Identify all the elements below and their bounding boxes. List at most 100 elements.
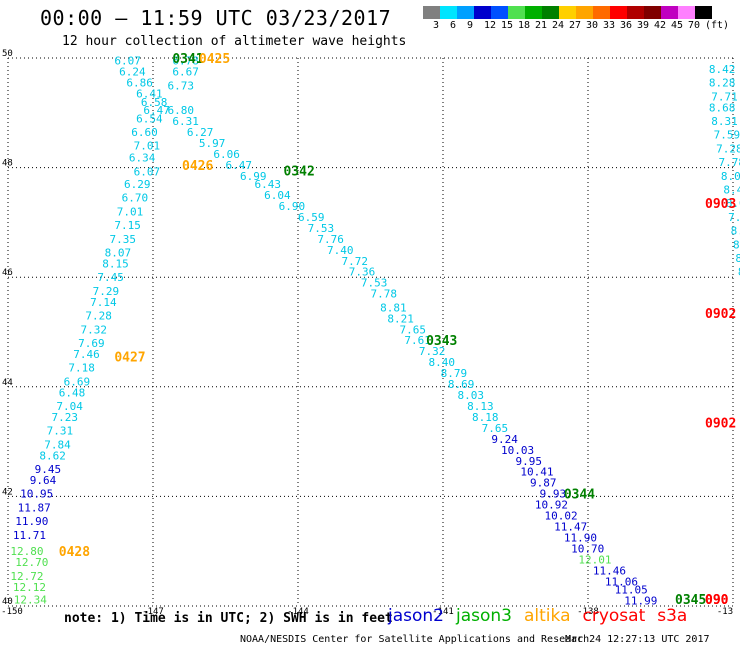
color-swatch (661, 6, 678, 19)
wave-height-value: 9.93 (540, 488, 567, 501)
pass-time-label: 090 (705, 593, 729, 608)
wave-height-value: 6.34 (129, 152, 156, 165)
wave-height-value: 7.45 (97, 271, 124, 284)
wave-height-value: 10.41 (520, 466, 553, 479)
color-scale-label: 6 (450, 20, 457, 31)
x-tick-label: -147 (142, 607, 164, 617)
wave-height-value: 11.05 (615, 584, 648, 597)
x-tick-label: -150 (1, 607, 23, 617)
color-swatch (610, 6, 627, 19)
wave-height-value: 7.28 (716, 142, 740, 155)
wave-height-value: 7.59 (714, 129, 740, 142)
color-scale-label: 45 (671, 20, 684, 31)
wave-height-value: 10.92 (535, 499, 568, 512)
wave-height-value: 7.28 (85, 310, 112, 323)
y-tick-label: 48 (2, 159, 13, 169)
color-swatch (678, 6, 695, 19)
wave-height-value: 6.47 (226, 159, 253, 172)
satellite-legend: jason2 jason3 altika cryosat s3a (388, 606, 699, 626)
color-scale-label: 70 (688, 20, 701, 31)
wave-height-value: 7.65 (400, 323, 427, 336)
wave-height-value: 8.07 (105, 247, 131, 260)
axes: -150 -147 -144 -141 -138 -13 40 42 44 46 48 50 (1, 49, 733, 617)
chart-title: 00:00 – 11:59 UTC 03/23/2017 (40, 6, 392, 30)
wave-height-value: 8.40 (429, 356, 456, 369)
wave-height-value: 6.80 (168, 104, 195, 117)
pass-time-label: 0903 (705, 197, 736, 212)
wave-height-value: 10.70 (571, 542, 604, 555)
wave-height-value: 11.71 (13, 529, 46, 542)
wave-height-value: 6.07 (134, 165, 161, 178)
wave-height-value: 10.03 (501, 444, 534, 457)
grid-lines (7, 57, 734, 607)
wave-height-value: 7.32 (81, 323, 108, 336)
wave-height-value: 7.35 (110, 233, 137, 246)
wave-height-value: 7.40 (327, 244, 354, 257)
wave-height-value: 8.50 (733, 238, 740, 251)
wave-height-value: 12.12 (13, 581, 46, 594)
wave-height-value: 6.41 (136, 88, 163, 101)
wave-height-value: 10.95 (20, 488, 53, 501)
color-swatch (542, 6, 559, 19)
wave-height-value: 11.87 (18, 501, 51, 514)
color-swatch (491, 6, 508, 19)
wave-height-value: 11.47 (554, 521, 587, 534)
wave-height-value: 9.64 (30, 474, 57, 487)
pass-time-label: 0428 (59, 545, 90, 560)
wave-height-value: 8.01 (721, 170, 740, 183)
wave-height-value: 6.86 (126, 77, 152, 90)
wave-height-value: 8.21 (387, 312, 414, 325)
color-scale-label: 3 (433, 20, 440, 31)
wave-height-value: 6.48 (59, 386, 86, 399)
color-scale-label: 18 (518, 20, 531, 31)
color-swatch (423, 6, 440, 19)
wave-height-value: 6.70 (122, 192, 149, 205)
wave-height-value: 7.04 (56, 400, 83, 413)
wave-height-value: 7.23 (52, 411, 79, 424)
x-tick-label: -144 (287, 607, 309, 617)
wave-height-value: 7.01 (117, 205, 144, 218)
wave-height-value: 7.18 (68, 362, 95, 375)
color-swatch (508, 6, 525, 19)
wave-height-value: 12.01 (578, 553, 611, 566)
wave-height-value: 7.15 (114, 219, 141, 232)
color-swatch (576, 6, 593, 19)
wave-height-value: 11.99 (624, 595, 657, 608)
pass-time-label: 0345 (675, 593, 706, 608)
chart-subtitle: 12 hour collection of altimeter wave hei… (62, 34, 407, 49)
color-scale-label: 27 (569, 20, 582, 31)
wave-height-value: 7.78 (371, 288, 398, 301)
wave-height-value: 5.97 (199, 137, 226, 150)
pass-time-label: 0426 (182, 159, 213, 174)
wave-height-value: 6.43 (255, 178, 282, 191)
color-scale-bar (423, 6, 712, 19)
wave-height-value: 7.65 (482, 422, 509, 435)
color-scale-label: 39 (637, 20, 650, 31)
color-swatch (593, 6, 610, 19)
x-tick-label: -13 (717, 607, 733, 617)
wave-height-value: 7.01 (134, 140, 161, 153)
wave-height-value: 6.06 (213, 148, 240, 161)
satellite-legend-cryosat: cryosat (582, 606, 646, 626)
wave-height-value: 11.90 (564, 532, 597, 545)
wave-height-value: 6.58 (141, 96, 168, 109)
wave-height-value: 7.46 (73, 348, 100, 361)
wave-height-value: 6.60 (131, 126, 158, 139)
wave-height-value: 8.68 (709, 101, 736, 114)
wave-height-value: 10.02 (545, 510, 578, 523)
pass-time-label: 0341 (172, 52, 203, 67)
color-swatch (559, 6, 576, 19)
wave-height-value: 6.90 (279, 200, 306, 213)
y-tick-label: 46 (2, 268, 13, 278)
pass-time-label: 0425 (199, 52, 230, 67)
wave-height-value: 9.95 (516, 455, 543, 468)
wave-height-value: 6.59 (298, 211, 325, 224)
wave-height-value: 8.31 (711, 115, 738, 128)
wave-height-value: 6.54 (136, 112, 163, 125)
wave-height-value: 7.32 (419, 345, 446, 358)
wave-height-value: 8.56 (738, 266, 740, 279)
wave-height-value: 8.08 (726, 197, 740, 210)
color-scale-label: 9 (467, 20, 474, 31)
color-swatch (474, 6, 491, 19)
